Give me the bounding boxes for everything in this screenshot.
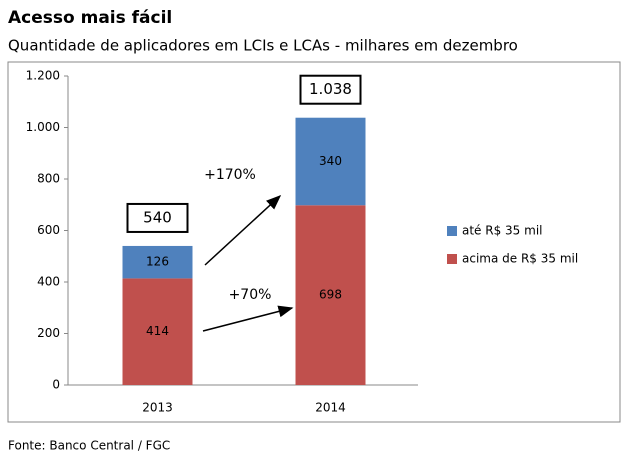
annotation: +70%	[229, 287, 272, 303]
x-tick-label: 2013	[142, 401, 173, 415]
total-box	[126, 202, 189, 233]
value-label: 414	[146, 324, 169, 338]
value-label: 698	[319, 288, 342, 302]
x-tick-label: 2014	[315, 401, 346, 415]
chart-title: Acesso mais fácil	[8, 8, 172, 28]
total-box	[299, 74, 362, 105]
y-tick-label: 0	[52, 378, 60, 392]
bar-segment	[295, 205, 366, 385]
legend-label: acima de R$ 35 mil	[462, 252, 578, 266]
y-tick-label: 600	[37, 223, 60, 237]
bar-segment	[122, 278, 193, 385]
y-tick-label: 200	[37, 326, 60, 340]
value-label: 340	[319, 154, 342, 168]
source: Fonte: Banco Central / FGC	[8, 439, 170, 453]
total-label: 540	[143, 208, 172, 226]
legend-swatch	[447, 254, 457, 264]
y-tick-label: 800	[37, 172, 60, 186]
y-tick-label: 400	[37, 275, 60, 289]
bar-segment	[295, 117, 366, 206]
total-label: 1.038	[309, 80, 352, 98]
annotation: +170%	[204, 167, 256, 183]
arrow	[202, 305, 294, 332]
chart-frame	[7, 61, 621, 423]
bar-segment	[122, 245, 193, 279]
arrow	[204, 194, 282, 266]
legend-swatch	[447, 226, 457, 236]
value-label: 126	[146, 255, 169, 269]
y-tick-label: 1.000	[26, 120, 60, 134]
legend-label: até R$ 35 mil	[462, 224, 542, 238]
y-tick-label: 1.200	[26, 69, 60, 83]
chart-subtitle: Quantidade de aplicadores em LCIs e LCAs…	[8, 37, 518, 55]
